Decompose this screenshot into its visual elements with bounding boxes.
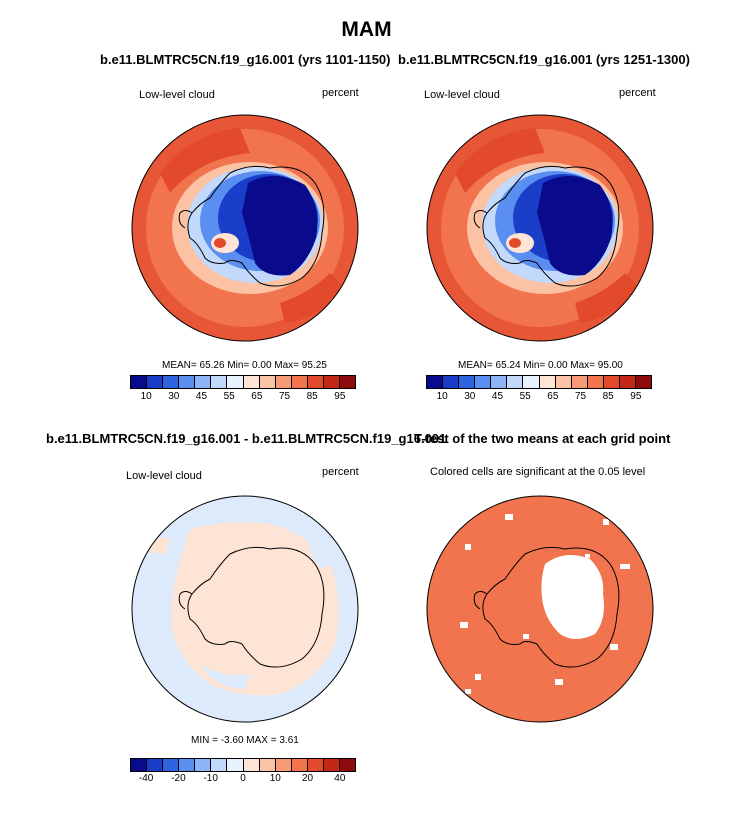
colorbar-tick-label: 95 xyxy=(630,391,642,402)
panel-2-stats: MEAN= 65.24 Min= 0.00 Max= 95.00 xyxy=(458,360,623,371)
map-panel-3 xyxy=(131,495,359,723)
colorbar-tick-label: 30 xyxy=(464,391,476,402)
colorbar-tick-label: 85 xyxy=(602,391,614,402)
colorbar-swatch xyxy=(291,376,308,388)
colorbar-swatch xyxy=(291,759,308,771)
colorbar-tick-label: 85 xyxy=(306,391,318,402)
colorbar-swatch xyxy=(195,759,212,771)
colorbar-tick-label: -10 xyxy=(203,773,218,784)
colorbar-tick-label: -40 xyxy=(138,773,154,784)
colorbar-swatch xyxy=(323,759,341,771)
colorbar-swatch xyxy=(507,376,524,388)
map-panel-1 xyxy=(131,114,359,342)
colorbar-tick-label: 55 xyxy=(519,391,531,402)
colorbar-panel-1-ticks: 10 30 45 55 65 75 85 95 xyxy=(130,391,356,405)
panel-4-title: T-test of the two means at each grid poi… xyxy=(414,431,671,446)
colorbar-swatch xyxy=(587,376,604,388)
colorbar-tick-label: 10 xyxy=(436,391,448,402)
colorbar-swatch xyxy=(259,376,276,388)
colorbar-swatch xyxy=(323,376,341,388)
colorbar-swatch xyxy=(275,759,292,771)
colorbar-swatch xyxy=(571,376,588,388)
colorbar-tick-label: 10 xyxy=(269,773,281,784)
colorbar-swatch xyxy=(131,759,148,771)
colorbar-swatch xyxy=(147,759,164,771)
colorbar-swatch xyxy=(163,759,180,771)
colorbar-swatch xyxy=(307,759,324,771)
colorbar-swatch xyxy=(275,376,292,388)
colorbar-swatch xyxy=(459,376,476,388)
colorbar-panel-2-ticks: 10 30 45 55 65 75 85 95 xyxy=(426,391,652,405)
panel-3-stats: MIN = -3.60 MAX = 3.61 xyxy=(191,735,299,746)
colorbar-tick-label: 75 xyxy=(278,391,291,402)
colorbar-swatch xyxy=(147,376,164,388)
colorbar-panel-3-ticks: -40 -20 -10 0 10 20 40 xyxy=(130,773,356,787)
colorbar-swatch xyxy=(259,759,276,771)
panel-3-variable-label: Low-level cloud xyxy=(126,470,202,482)
colorbar-swatch xyxy=(227,376,244,388)
colorbar-swatch xyxy=(243,376,260,388)
colorbar-swatch xyxy=(523,376,540,388)
colorbar-swatch xyxy=(179,759,196,771)
panel-2-title: b.e11.BLMTRC5CN.f19_g16.001 (yrs 1251-13… xyxy=(398,52,690,67)
colorbar-tick-label: 75 xyxy=(574,391,587,402)
colorbar-tick-label: 45 xyxy=(195,391,208,402)
colorbar-swatch xyxy=(427,376,444,388)
panel-3-units-label: percent xyxy=(322,466,359,478)
colorbar-swatch xyxy=(475,376,492,388)
colorbar-tick-label: -20 xyxy=(171,773,186,784)
colorbar-swatch xyxy=(636,376,652,388)
colorbar-swatch xyxy=(603,376,620,388)
colorbar-panel-1 xyxy=(130,375,356,389)
colorbar-tick-label: 55 xyxy=(223,391,235,402)
colorbar-tick-label: 95 xyxy=(334,391,346,402)
colorbar-swatch xyxy=(307,376,324,388)
colorbar-swatch xyxy=(340,376,356,388)
colorbar-tick-label: 10 xyxy=(140,391,152,402)
colorbar-swatch xyxy=(179,376,196,388)
colorbar-tick-label: 20 xyxy=(302,773,314,784)
colorbar-swatch xyxy=(211,759,228,771)
colorbar-tick-label: 40 xyxy=(334,773,346,784)
panel-2-units-label: percent xyxy=(619,87,656,99)
colorbar-swatch xyxy=(539,376,556,388)
colorbar-tick-label: 45 xyxy=(491,391,504,402)
panel-2-variable-label: Low-level cloud xyxy=(424,89,500,101)
colorbar-swatch xyxy=(131,376,148,388)
colorbar-swatch xyxy=(195,376,212,388)
colorbar-panel-2 xyxy=(426,375,652,389)
panel-1-variable-label: Low-level cloud xyxy=(139,89,215,101)
colorbar-swatch xyxy=(555,376,572,388)
map-panel-2 xyxy=(426,114,654,342)
panel-3-title: b.e11.BLMTRC5CN.f19_g16.001 - b.e11.BLMT… xyxy=(46,431,447,446)
colorbar-swatch xyxy=(227,759,244,771)
colorbar-swatch xyxy=(491,376,508,388)
colorbar-tick-label: 0 xyxy=(240,773,246,784)
panel-1-title: b.e11.BLMTRC5CN.f19_g16.001 (yrs 1101-11… xyxy=(100,52,391,67)
colorbar-panel-3 xyxy=(130,758,356,772)
colorbar-swatch xyxy=(243,759,260,771)
colorbar-tick-label: 65 xyxy=(547,391,559,402)
colorbar-swatch xyxy=(211,376,228,388)
colorbar-swatch xyxy=(619,376,637,388)
panel-4-subtitle: Colored cells are significant at the 0.0… xyxy=(430,466,646,478)
colorbar-tick-label: 30 xyxy=(168,391,180,402)
panel-1-units-label: percent xyxy=(322,87,359,99)
colorbar-tick-label: 65 xyxy=(251,391,263,402)
map-panel-4 xyxy=(426,495,654,723)
panel-1-stats: MEAN= 65.26 Min= 0.00 Max= 95.25 xyxy=(162,360,327,371)
colorbar-swatch xyxy=(443,376,460,388)
colorbar-swatch xyxy=(163,376,180,388)
colorbar-swatch xyxy=(340,759,356,771)
figure-title: MAM xyxy=(341,18,392,41)
